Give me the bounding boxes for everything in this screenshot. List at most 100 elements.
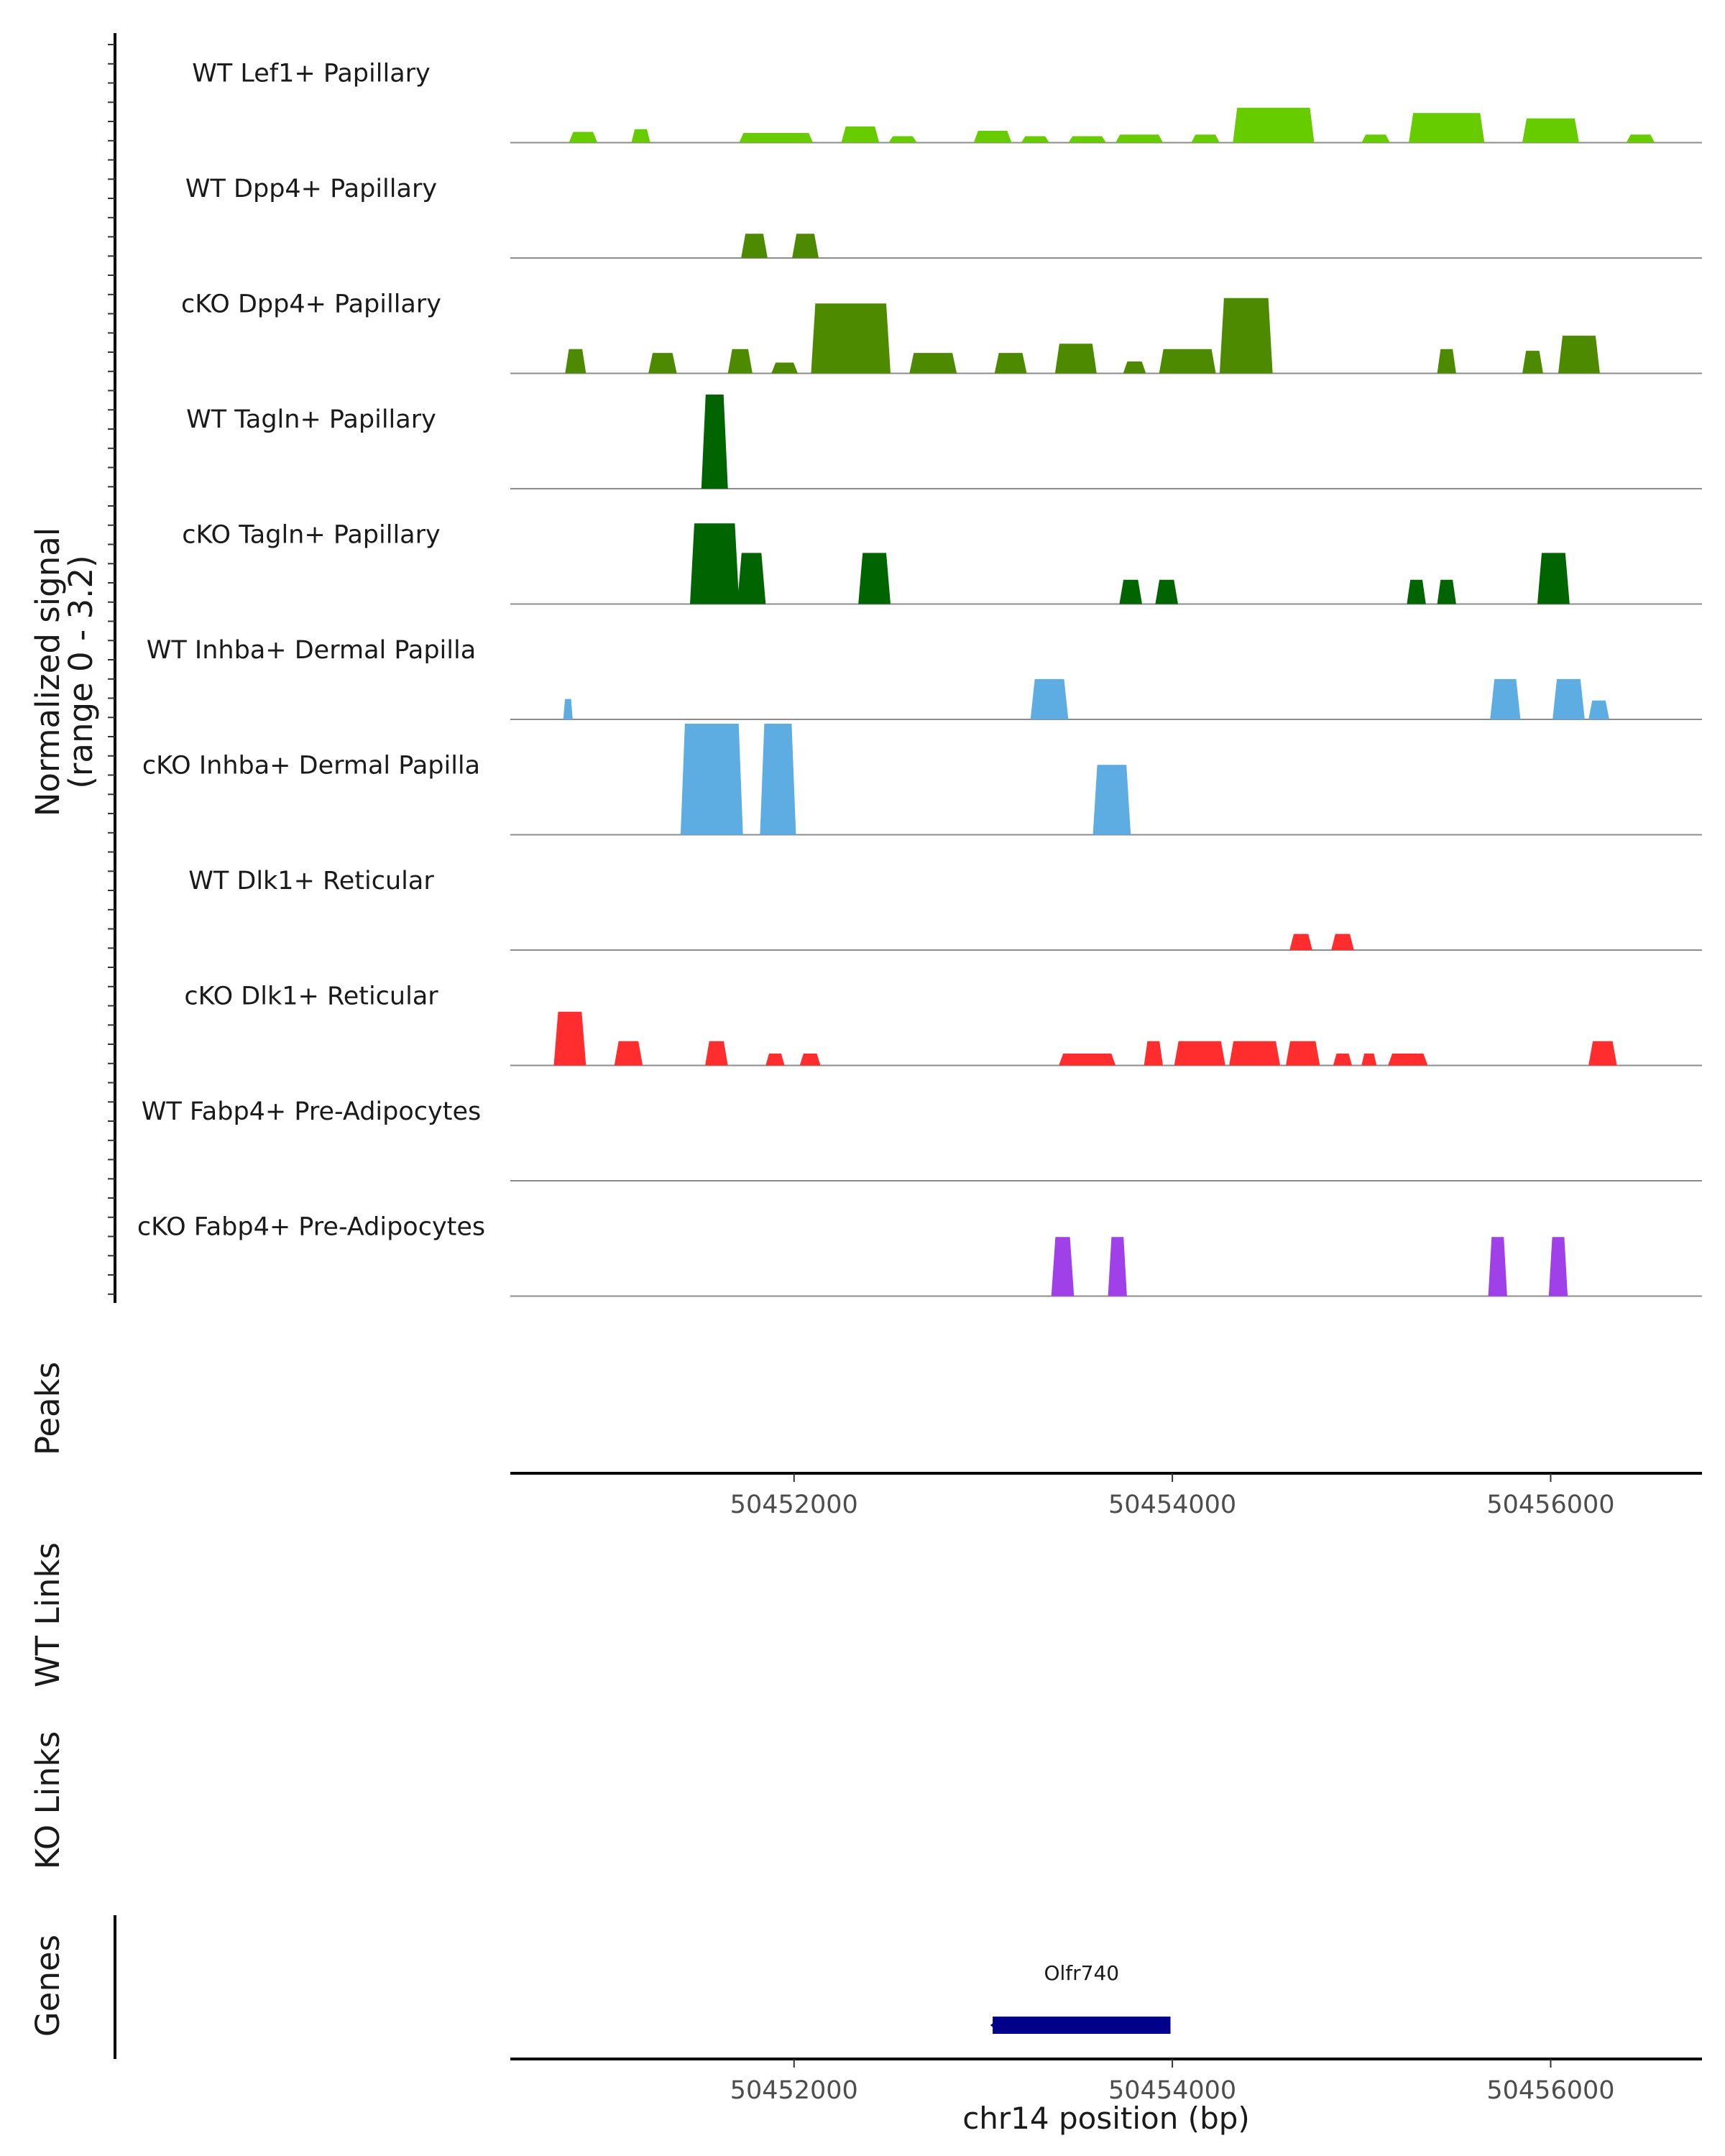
signal-peak [1068,136,1106,143]
signal-peak [1174,1041,1225,1066]
signal-peak [1289,934,1312,950]
signal-peak [631,129,650,143]
track-wt-dlk1-reticular: WT Dlk1+ Reticular [188,867,1702,951]
signal-peak [1123,361,1146,374]
track-wt-tagln-papillary: WT Tagln+ Papillary [186,395,1702,489]
signal-peak [1331,934,1354,950]
x-axis-tick-label: 50456000 [1486,2076,1614,2105]
signal-peak [973,131,1012,143]
signal-y-axis [108,33,116,1303]
signal-peak [705,1041,728,1066]
signal-peak [1537,553,1570,604]
signal-peak [1626,134,1655,143]
signal-y-axis-ticks [108,44,115,1295]
signal-peak [771,362,798,374]
signal-peak [701,395,728,489]
genes-panel-label: Genes [29,1935,67,2037]
signal-peak [1229,1041,1281,1066]
gene-annotations: Olfr740 [990,1961,1171,2034]
signal-peak [760,724,796,835]
signal-peak [1361,1054,1377,1066]
signal-peak [1286,1041,1320,1066]
signal-peak [739,133,814,143]
signal-peak [563,699,573,719]
track-label: WT Fabp4+ Pre-Adipocytes [142,1097,481,1126]
coverage-tracks: WT Lef1+ Papillary WT Dpp4+ Papillary cKO … [137,59,1702,1297]
y-axis-label-line1: Normalized signal [29,528,67,817]
x-axis-label: chr14 position (bp) [962,2101,1250,2136]
track-cko-dlk1-reticular: cKO Dlk1+ Reticular [184,982,1702,1067]
signal-peak [741,234,768,258]
track-wt-lef1-papillary: WT Lef1+ Papillary [192,59,1702,144]
track-label: cKO Inhba+ Dermal Papilla [142,751,480,780]
x-axis-tick-label: 50452000 [730,2076,858,2105]
signal-peak [648,353,677,374]
track-label: cKO Fabp4+ Pre-Adipocytes [137,1212,485,1241]
signal-peak [1388,1054,1428,1066]
track-label: cKO Tagln+ Papillary [182,520,441,549]
signal-peak [1588,1041,1617,1066]
signal-peak [1522,118,1579,143]
peaks-x-axis-ticks: 50452000 50454000 50456000 [730,1473,1615,1519]
signal-peak [1490,678,1521,719]
signal-peak [994,353,1027,374]
signal-peak [737,553,766,604]
signal-peak [727,349,753,374]
signal-peak [1333,1054,1353,1066]
signal-peak [1021,136,1049,143]
track-label: WT Inhba+ Dermal Papilla [147,636,476,665]
track-wt-dpp4-papillary: WT Dpp4+ Papillary [185,175,1702,259]
signal-peak [1119,579,1142,604]
signal-peak [1409,113,1485,143]
signal-peak [1144,1041,1163,1066]
signal-peak [765,1054,785,1066]
signal-peak [1437,579,1456,604]
signal-peak [1588,700,1609,719]
signal-peak [1407,579,1426,604]
signal-peak [1437,349,1456,374]
track-label: WT Dpp4+ Papillary [185,175,437,203]
signal-peak [792,234,819,258]
signal-peak [614,1041,643,1066]
track-label: WT Lef1+ Papillary [192,59,431,88]
signal-peak [553,1011,586,1066]
track-cko-inhba-dermal-papilla: cKO Inhba+ Dermal Papilla [142,724,1702,836]
signal-peak [1191,134,1220,143]
signal-peak [909,353,957,374]
signal-peak [1233,107,1315,143]
signal-peak [1054,344,1097,374]
signal-peak [841,126,880,143]
track-wt-fabp4-pre-adipocytes: WT Fabp4+ Pre-Adipocytes [142,1097,1702,1181]
signal-peak [811,303,891,374]
signal-peak [1552,678,1585,719]
strand-arrow [990,2017,1003,2033]
signal-peak [1558,336,1600,374]
signal-peak [1159,349,1216,374]
signal-peak [799,1054,821,1066]
peaks-panel-label: Peaks [29,1362,67,1455]
signal-peak [1051,1237,1075,1296]
track-cko-dpp4-papillary: cKO Dpp4+ Papillary [181,290,1702,374]
signal-peak [1116,134,1163,143]
signal-peak [888,136,917,143]
signal-peak [690,523,740,604]
signal-peak [1488,1237,1507,1296]
signal-peak [1361,134,1390,143]
gene-olfr740: Olfr740 [990,1961,1171,2034]
track-label: cKO Dlk1+ Reticular [184,982,438,1010]
track-label: cKO Dpp4+ Papillary [181,290,441,318]
track-label: WT Dlk1+ Reticular [188,867,434,895]
x-axis-tick-label: 50454000 [1108,2076,1236,2105]
signal-peak [1522,351,1543,374]
ko-links-panel-label: KO Links [29,1731,67,1869]
signal-peak [1155,579,1178,604]
track-wt-inhba-dermal-papilla: WT Inhba+ Dermal Papilla [147,636,1702,720]
signal-peak [1030,678,1069,719]
track-cko-tagln-papillary: cKO Tagln+ Papillary [182,520,1702,605]
x-axis-tick-label: 50456000 [1486,1491,1614,1519]
track-cko-fabp4-pre-adipocytes: cKO Fabp4+ Pre-Adipocytes [137,1212,1702,1297]
signal-peak [858,553,891,604]
signal-peak [1219,298,1273,374]
y-axis-label-line2: (range 0 - 3.2) [62,555,100,788]
